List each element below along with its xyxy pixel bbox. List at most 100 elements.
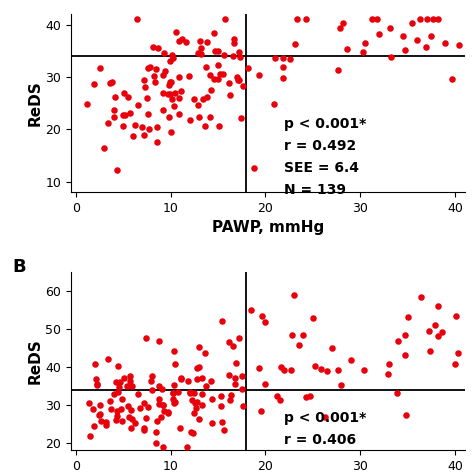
Point bbox=[146, 63, 154, 70]
Point bbox=[85, 400, 93, 407]
Point bbox=[155, 395, 163, 403]
Point bbox=[425, 327, 433, 335]
Point bbox=[83, 100, 91, 108]
Point bbox=[334, 366, 342, 374]
Point bbox=[175, 73, 182, 81]
Point bbox=[148, 373, 156, 380]
Point bbox=[157, 413, 164, 421]
Y-axis label: ReDS: ReDS bbox=[27, 80, 43, 126]
Point bbox=[142, 414, 149, 422]
Point bbox=[153, 417, 161, 425]
Point bbox=[189, 429, 197, 437]
Point bbox=[206, 72, 213, 79]
Point bbox=[125, 413, 133, 421]
Point bbox=[434, 16, 441, 23]
Point bbox=[127, 377, 134, 385]
Point bbox=[159, 71, 167, 78]
Point bbox=[115, 362, 122, 370]
Point bbox=[197, 50, 205, 58]
Point bbox=[225, 338, 233, 346]
Point bbox=[119, 122, 127, 130]
Point bbox=[96, 401, 104, 408]
Point bbox=[216, 71, 224, 78]
Point bbox=[214, 61, 221, 69]
Point bbox=[334, 66, 342, 74]
Point bbox=[133, 16, 141, 23]
Point bbox=[203, 93, 211, 100]
Text: B: B bbox=[12, 258, 26, 276]
Point bbox=[400, 32, 407, 40]
Point bbox=[344, 46, 351, 53]
Point bbox=[143, 334, 150, 341]
Point bbox=[235, 334, 243, 342]
Point bbox=[193, 399, 201, 406]
Point bbox=[113, 412, 121, 420]
Point bbox=[93, 380, 101, 388]
Point bbox=[172, 398, 179, 406]
Point bbox=[159, 401, 166, 409]
Point bbox=[120, 90, 128, 97]
Point bbox=[114, 388, 121, 395]
Point bbox=[214, 75, 221, 82]
Point bbox=[207, 378, 215, 385]
Point bbox=[185, 73, 192, 80]
Point bbox=[155, 337, 163, 345]
Point bbox=[230, 39, 237, 47]
Point bbox=[238, 372, 246, 379]
Point bbox=[172, 28, 179, 36]
Point bbox=[121, 111, 129, 118]
Point bbox=[455, 349, 462, 356]
Point bbox=[262, 318, 269, 325]
Point bbox=[179, 35, 186, 42]
Point bbox=[169, 389, 177, 396]
Point bbox=[153, 123, 161, 131]
Point bbox=[112, 417, 119, 424]
Point bbox=[235, 48, 243, 56]
Point bbox=[429, 16, 437, 23]
Point bbox=[175, 94, 182, 101]
Point bbox=[277, 363, 285, 371]
Point bbox=[226, 371, 233, 379]
Point bbox=[234, 76, 242, 84]
Point bbox=[110, 390, 118, 397]
Point bbox=[219, 317, 226, 324]
Point bbox=[404, 313, 412, 320]
Point bbox=[250, 164, 257, 172]
Point bbox=[140, 131, 147, 139]
Point bbox=[155, 44, 162, 52]
Point bbox=[220, 51, 228, 59]
Point bbox=[118, 417, 126, 425]
Point bbox=[191, 409, 198, 416]
Point bbox=[175, 37, 182, 45]
Point bbox=[279, 54, 287, 62]
Point bbox=[174, 388, 182, 396]
Point bbox=[220, 426, 228, 433]
Point bbox=[393, 390, 401, 397]
Point bbox=[100, 145, 108, 152]
Point bbox=[361, 39, 368, 46]
Point bbox=[186, 389, 194, 396]
Point bbox=[153, 439, 160, 447]
Point bbox=[402, 411, 410, 419]
Point bbox=[105, 356, 112, 363]
Point bbox=[166, 58, 173, 65]
Point bbox=[140, 424, 147, 431]
Point bbox=[183, 443, 191, 450]
Point bbox=[201, 349, 209, 356]
Point bbox=[140, 400, 148, 407]
Point bbox=[237, 53, 244, 61]
Point bbox=[108, 79, 116, 86]
Point bbox=[121, 374, 128, 382]
Point bbox=[210, 75, 218, 82]
Point bbox=[107, 405, 114, 412]
Y-axis label: ReDS: ReDS bbox=[27, 338, 43, 384]
Point bbox=[198, 44, 205, 51]
Point bbox=[388, 54, 395, 61]
Point bbox=[199, 374, 206, 382]
Point bbox=[288, 331, 296, 339]
Point bbox=[311, 363, 319, 370]
Point bbox=[225, 79, 233, 86]
Point bbox=[214, 47, 222, 55]
Point bbox=[272, 55, 279, 62]
Point bbox=[229, 342, 237, 349]
